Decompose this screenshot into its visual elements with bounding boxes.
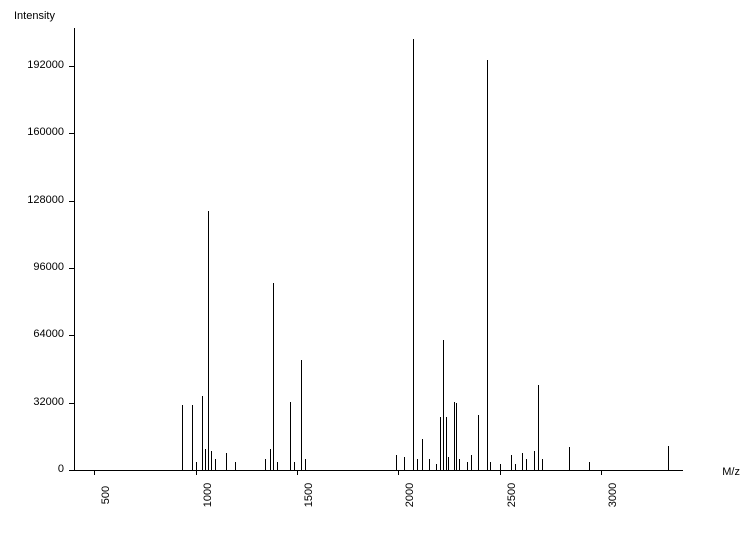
spectrum-peak: [569, 447, 570, 470]
x-tick-label: 2500: [506, 480, 518, 510]
spectrum-peak: [422, 439, 423, 470]
x-tick: [500, 470, 501, 475]
spectrum-peak: [467, 462, 468, 470]
y-tick-label: 128000: [0, 194, 64, 206]
spectrum-peak: [273, 283, 274, 470]
spectrum-peak: [417, 459, 418, 470]
spectrum-peak: [404, 457, 405, 470]
x-tick-label: 1000: [202, 480, 214, 510]
spectrum-peak: [277, 462, 278, 470]
x-tick-label: 3000: [607, 480, 619, 510]
spectrum-peak: [456, 403, 457, 470]
spectrum-peak: [265, 459, 266, 470]
spectrum-peak: [208, 211, 209, 470]
spectrum-peak: [305, 459, 306, 470]
spectrum-peak: [396, 455, 397, 470]
x-tick: [196, 470, 197, 475]
y-tick: [69, 66, 74, 67]
spectrum-peak: [290, 402, 291, 470]
y-tick-label: 32000: [0, 396, 64, 408]
spectrum-peak: [668, 446, 669, 470]
mass-spectrum-chart: Intensity M/z 0 32000 64000 96000 128000 1600…: [0, 0, 750, 540]
y-tick: [69, 335, 74, 336]
x-tick-label: 500: [100, 480, 112, 510]
y-tick-label: 64000: [0, 328, 64, 340]
spectrum-peak: [301, 360, 302, 471]
spectrum-peak: [459, 459, 460, 470]
y-tick: [69, 133, 74, 134]
x-tick: [297, 470, 298, 475]
y-tick: [69, 268, 74, 269]
spectrum-peak: [182, 405, 183, 470]
spectrum-peak: [478, 415, 479, 470]
spectrum-peak: [440, 417, 441, 470]
y-tick: [69, 403, 74, 404]
y-axis-label: Intensity: [14, 10, 55, 22]
y-tick-label: 160000: [0, 126, 64, 138]
x-tick: [601, 470, 602, 475]
spectrum-peak: [446, 417, 447, 470]
x-tick: [398, 470, 399, 475]
x-tick-label: 2000: [404, 480, 416, 510]
spectrum-peak: [202, 396, 203, 470]
spectrum-peak: [436, 464, 437, 470]
spectrum-peak: [526, 459, 527, 470]
spectrum-peak: [192, 405, 193, 470]
spectrum-peak: [454, 402, 455, 470]
spectrum-peak: [522, 453, 523, 470]
spectrum-peak: [429, 459, 430, 470]
spectrum-peak: [538, 385, 539, 470]
spectrum-peak: [413, 39, 414, 470]
y-tick-label: 96000: [0, 261, 64, 273]
spectrum-peak: [511, 455, 512, 470]
spectrum-peak: [471, 455, 472, 470]
plot-area: [74, 28, 683, 471]
x-tick-label: 1500: [303, 480, 315, 510]
y-tick: [69, 470, 74, 471]
spectrum-peak: [534, 451, 535, 470]
y-tick-label: 192000: [0, 59, 64, 71]
spectrum-peak: [205, 449, 206, 470]
spectrum-peak: [448, 457, 449, 470]
spectrum-peak: [226, 453, 227, 470]
spectrum-peak: [270, 449, 271, 470]
spectrum-peak: [211, 451, 212, 470]
spectrum-peak: [542, 459, 543, 470]
spectrum-peak: [490, 462, 491, 470]
spectrum-peak: [215, 459, 216, 470]
spectrum-peak: [294, 462, 295, 470]
x-tick: [94, 470, 95, 475]
spectrum-peak: [515, 464, 516, 470]
spectrum-peak: [487, 60, 488, 470]
x-axis-label: M/z: [722, 466, 740, 478]
y-tick-label: 0: [0, 463, 64, 475]
spectrum-peak: [500, 464, 501, 470]
spectrum-peak: [443, 340, 444, 470]
y-tick: [69, 201, 74, 202]
spectrum-peak: [235, 462, 236, 470]
spectrum-peak: [589, 462, 590, 470]
spectrum-peak: [196, 462, 197, 470]
